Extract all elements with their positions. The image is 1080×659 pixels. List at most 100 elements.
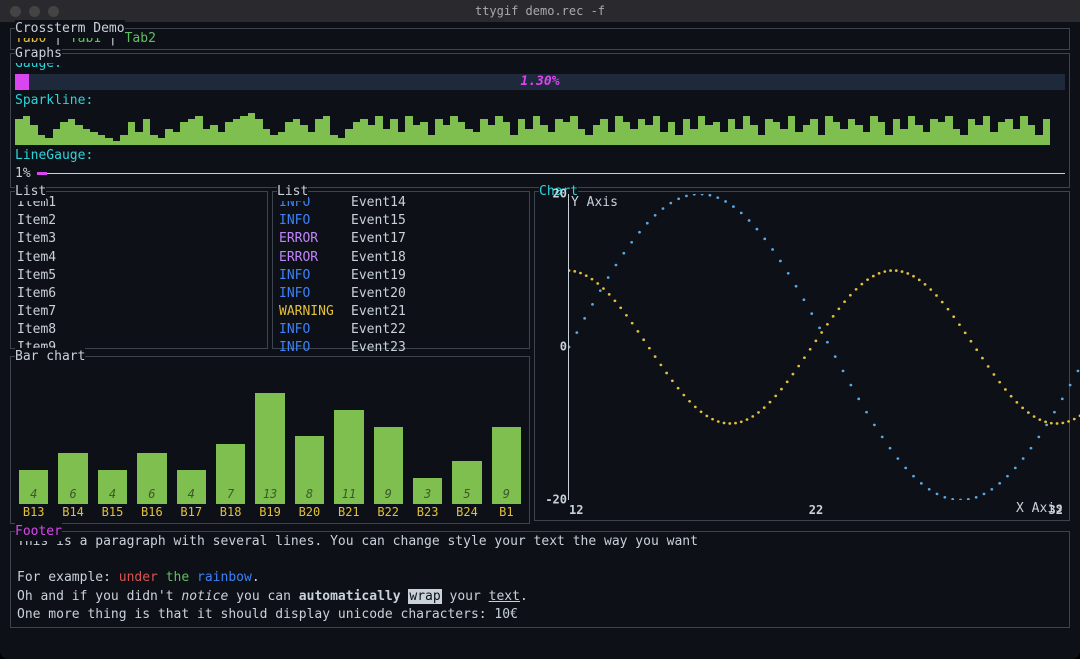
- chart-point: [780, 388, 783, 391]
- chart-box: Chart Y Axis X Axis 200-20 122232: [534, 191, 1070, 521]
- chart-point: [951, 498, 954, 500]
- tab-tab2[interactable]: Tab2: [125, 31, 156, 46]
- event-level: WARNING: [279, 303, 351, 321]
- spark-bar: [158, 138, 166, 144]
- spark-bar: [900, 129, 908, 145]
- minimize-icon[interactable]: [29, 6, 40, 17]
- spark-bar: [990, 132, 998, 145]
- chart-point: [654, 214, 657, 217]
- bar-value: 8: [295, 486, 324, 503]
- spark-bar: [713, 122, 721, 144]
- spark-bar: [698, 116, 706, 145]
- chart-point: [1061, 422, 1064, 425]
- linegauge[interactable]: 1%: [15, 165, 1065, 183]
- event-row[interactable]: INFOEvent15: [279, 212, 523, 230]
- chart-point: [889, 447, 892, 450]
- chart-point: [619, 306, 622, 309]
- spark-bar: [795, 132, 803, 145]
- bar-label: B24: [452, 504, 481, 521]
- event-level: INFO: [279, 321, 351, 339]
- rainbow-rainbow: rainbow: [197, 570, 252, 585]
- spark-bar: [38, 135, 46, 145]
- bar-label: B16: [137, 504, 166, 521]
- chart-point: [585, 274, 588, 277]
- spark-bar: [750, 125, 758, 144]
- barchart-box: Bar chart 464647138119359 B13B14B15B16B1…: [10, 356, 530, 524]
- list-item[interactable]: Item2: [17, 212, 261, 230]
- spark-bar: [330, 135, 338, 145]
- event-row[interactable]: ERROREvent18: [279, 249, 523, 267]
- chart-point: [693, 194, 696, 196]
- event-row[interactable]: INFOEvent14: [279, 194, 523, 212]
- chart-point: [878, 272, 881, 275]
- spark-bar: [608, 132, 616, 145]
- gauge[interactable]: 1.30%: [15, 74, 1065, 90]
- chart-point: [769, 401, 772, 404]
- spark-bar: [533, 116, 541, 145]
- close-icon[interactable]: [10, 6, 21, 17]
- bar: 13: [255, 393, 284, 504]
- spark-bar: [690, 129, 698, 145]
- chart-point: [732, 205, 735, 208]
- spark-bar: [735, 129, 743, 145]
- event-label: Event20: [351, 285, 406, 303]
- list-item[interactable]: Item8: [17, 321, 261, 339]
- list-item[interactable]: Item3: [17, 230, 261, 248]
- bar-plot: 464647138119359: [17, 361, 523, 504]
- chart-point: [591, 303, 594, 306]
- spark-bar: [308, 132, 316, 145]
- chart-point: [998, 381, 1001, 384]
- spark-bar: [600, 119, 608, 145]
- chart-point: [596, 282, 599, 285]
- chart-point: [575, 331, 578, 334]
- spark-bar: [315, 119, 323, 145]
- chart-point: [786, 380, 789, 383]
- maximize-icon[interactable]: [48, 6, 59, 17]
- x-ticks: 122232: [569, 502, 1063, 518]
- chart-point: [998, 482, 1001, 485]
- list-item[interactable]: Item4: [17, 249, 261, 267]
- chart-point: [918, 278, 921, 281]
- y-tick: 20: [553, 186, 567, 203]
- event-row[interactable]: INFOEvent22: [279, 321, 523, 339]
- event-row[interactable]: ERROREvent17: [279, 230, 523, 248]
- chart-point: [818, 326, 821, 329]
- chart-point: [583, 317, 586, 320]
- spark-bar: [75, 125, 83, 144]
- f4-wrap: wrap: [408, 589, 441, 604]
- event-row[interactable]: INFOEvent23: [279, 339, 523, 357]
- chart-point: [1044, 420, 1047, 423]
- chart-point: [751, 415, 754, 418]
- list-item[interactable]: Item7: [17, 303, 261, 321]
- chart-point: [579, 272, 582, 275]
- chart-point: [802, 298, 805, 301]
- event-label: Event19: [351, 267, 406, 285]
- chart-point: [728, 422, 731, 425]
- list-item[interactable]: Item6: [17, 285, 261, 303]
- linegauge-fill: [37, 172, 47, 175]
- chart-point: [638, 231, 641, 234]
- bar-label: B13: [19, 504, 48, 521]
- chart-point: [717, 420, 720, 423]
- chart-point: [685, 195, 688, 198]
- chart-point: [912, 275, 915, 278]
- spark-bar: [525, 129, 533, 145]
- spark-bar: [863, 132, 871, 145]
- event-row[interactable]: INFOEvent19: [279, 267, 523, 285]
- bar-label: B20: [295, 504, 324, 521]
- chart-point: [694, 406, 697, 409]
- event-row[interactable]: INFOEvent20: [279, 285, 523, 303]
- chart-point: [849, 384, 852, 387]
- chart-point: [881, 436, 884, 439]
- spark-bar: [518, 119, 526, 145]
- list-item[interactable]: Item1: [17, 194, 261, 212]
- chart-point: [936, 493, 939, 496]
- list2[interactable]: INFOEvent14INFOEvent15ERROREvent17ERRORE…: [273, 192, 529, 360]
- event-row[interactable]: WARNINGEvent21: [279, 303, 523, 321]
- spark-bar: [135, 132, 143, 145]
- list1[interactable]: Item1Item2Item3Item4Item5Item6Item7Item8…: [11, 192, 267, 360]
- spark-bar: [83, 129, 91, 145]
- list-item[interactable]: Item5: [17, 267, 261, 285]
- sparkline: [15, 113, 1065, 145]
- barchart-title: Bar chart: [15, 348, 85, 366]
